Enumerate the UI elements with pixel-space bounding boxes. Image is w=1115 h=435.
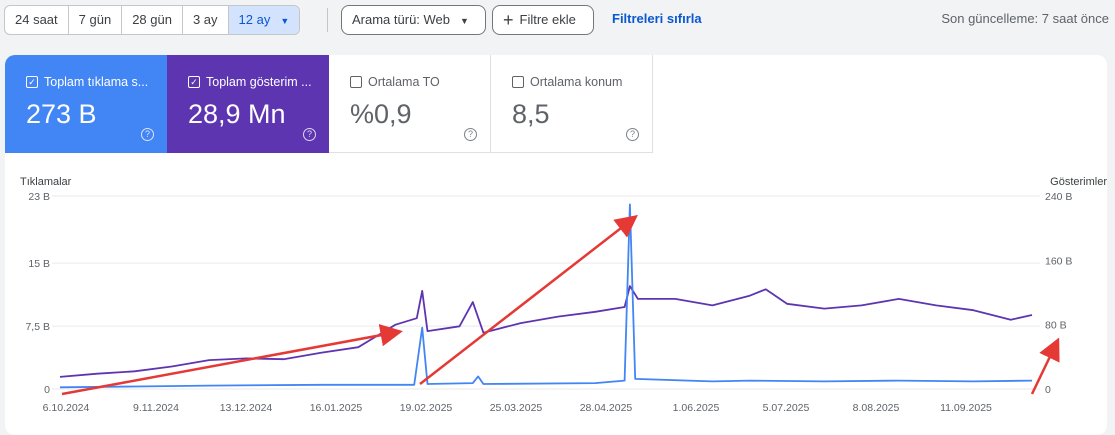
left-axis-title: Tıklamalar (20, 176, 72, 188)
right-axis-tick: 80 B (1045, 320, 1067, 332)
left-axis-tick: 0 (44, 384, 50, 396)
metric-value: 273 B (26, 99, 97, 129)
right-axis-tick: 160 B (1045, 255, 1072, 267)
trend-arrow (1030, 337, 1060, 395)
metric-card-impressions[interactable]: ✓ Toplam gösterim ... 28,9 Mn ? (167, 55, 329, 153)
range-12m-button[interactable]: 12 ay ▼ (228, 6, 300, 34)
x-axis-tick: 8.08.2025 (853, 402, 900, 414)
metric-label: Toplam tıklama s... (44, 75, 149, 89)
x-axis-tick: 25.03.2025 (490, 402, 543, 414)
x-axis-tick: 5.07.2025 (763, 402, 810, 414)
trend-arrow (61, 324, 403, 396)
right-axis-tick: 0 (1045, 384, 1051, 396)
x-axis-tick: 9.11.2024 (133, 402, 179, 414)
metric-label: Ortalama konum (530, 75, 623, 89)
metric-value: 28,9 Mn (188, 99, 286, 129)
right-axis-title: Gösterimler (1050, 176, 1107, 188)
series-line (59, 285, 1033, 378)
metric-value: %0,9 (350, 99, 412, 129)
x-axis-tick: 11.09.2025 (940, 402, 992, 414)
left-axis-tick: 7,5 B (25, 321, 50, 333)
caret-down-icon: ▼ (460, 15, 469, 26)
help-icon[interactable]: ? (464, 128, 477, 141)
help-icon[interactable]: ? (141, 128, 154, 141)
metric-card-position[interactable]: Ortalama konum 8,5 ? (491, 55, 653, 153)
checkbox-unchecked-icon[interactable] (350, 76, 362, 88)
metric-card-ctr[interactable]: Ortalama TO %0,9 ? (329, 55, 491, 153)
metric-value: 8,5 (512, 99, 550, 129)
search-type-dropdown[interactable]: Arama türü: Web ▼ (341, 5, 486, 35)
add-filter-label: Filtre ekle (519, 12, 576, 27)
range-28d-button[interactable]: 28 gün (122, 6, 183, 34)
last-updated-text: Son güncelleme: 7 saat önce (941, 11, 1109, 26)
metric-card-clicks[interactable]: ✓ Toplam tıklama s... 273 B ? (5, 55, 167, 153)
caret-down-icon: ▼ (280, 15, 290, 26)
toolbar-divider (327, 8, 328, 32)
range-7d-button[interactable]: 7 gün (69, 6, 123, 34)
search-type-label: Arama türü: Web (352, 12, 451, 27)
series-line (59, 203, 1033, 389)
x-axis-tick: 13.12.2024 (220, 402, 273, 414)
toolbar: 24 saat 7 gün 28 gün 3 ay 12 ay ▼ Arama t… (0, 0, 1115, 40)
help-icon[interactable]: ? (626, 128, 639, 141)
checkbox-checked-icon[interactable]: ✓ (188, 76, 200, 88)
trend-arrow (419, 214, 638, 385)
metric-label: Toplam gösterim ... (206, 75, 312, 89)
checkbox-unchecked-icon[interactable] (512, 76, 524, 88)
range-3m-button[interactable]: 3 ay (183, 6, 229, 34)
add-filter-button[interactable]: + Filtre ekle (492, 5, 594, 35)
checkbox-checked-icon[interactable]: ✓ (26, 76, 38, 88)
reset-filters-link[interactable]: Filtreleri sıfırla (612, 11, 702, 26)
right-axis-tick: 240 B (1045, 191, 1072, 203)
help-icon[interactable]: ? (303, 128, 316, 141)
metric-label: Ortalama TO (368, 75, 440, 89)
plus-icon: + (503, 10, 514, 30)
range-24h-button[interactable]: 24 saat (5, 6, 69, 34)
range-12m-label: 12 ay (238, 12, 271, 27)
left-axis-tick: 23 B (28, 191, 50, 203)
x-axis-tick: 6.10.2024 (43, 402, 90, 414)
x-axis-tick: 28.04.2025 (580, 402, 633, 414)
date-range-selector: 24 saat 7 gün 28 gün 3 ay 12 ay ▼ (4, 5, 301, 35)
x-axis-tick: 16.01.2025 (310, 402, 363, 414)
x-axis-tick: 19.02.2025 (400, 402, 453, 414)
x-axis-tick: 1.06.2025 (673, 402, 720, 414)
left-axis-tick: 15 B (28, 258, 50, 270)
